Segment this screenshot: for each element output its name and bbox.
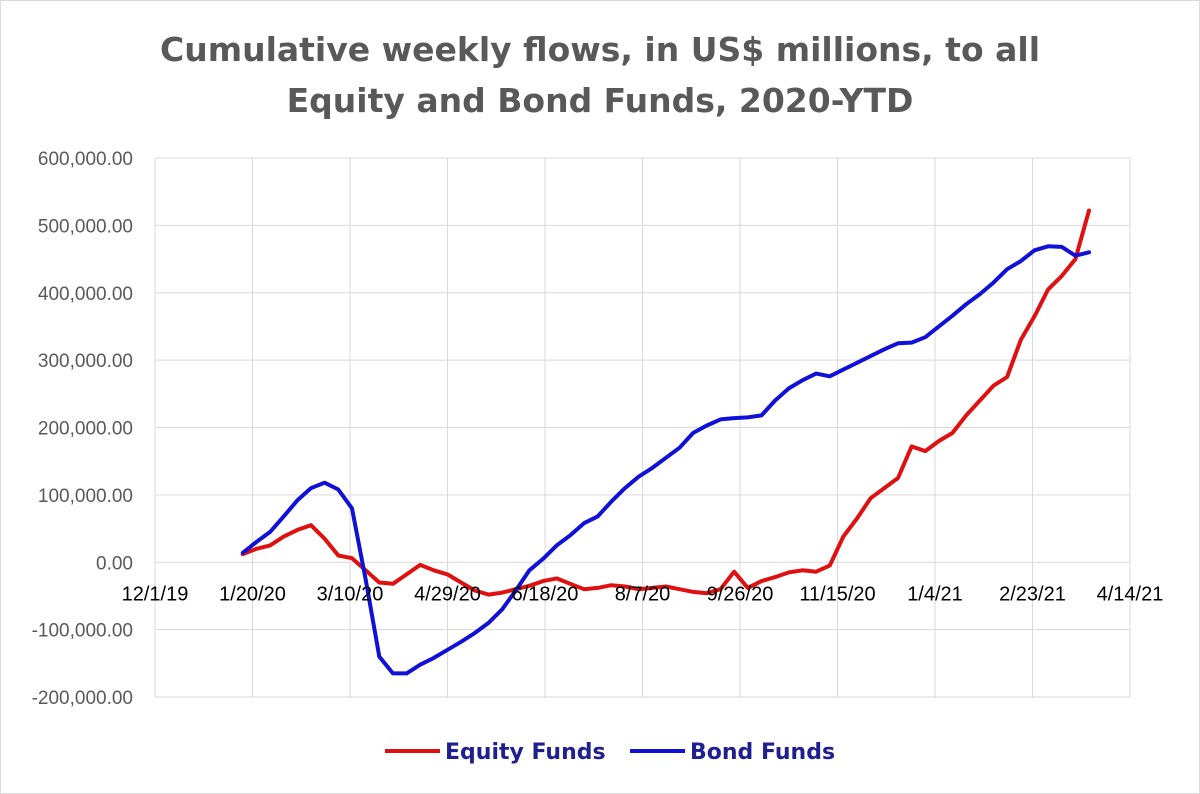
y-tick-label: 500,000.00 — [38, 216, 133, 237]
gridlines — [154, 157, 1131, 698]
y-axis-ticks: 600,000.00 500,000.00 400,000.00 300,000.00… — [32, 149, 133, 709]
x-tick-label: 2/23/21 — [999, 583, 1066, 605]
legend-label: Bond Funds — [690, 740, 835, 765]
series-lines — [240, 208, 1091, 676]
chart-title-line-2: Equity and Bond Funds, 2020-YTD — [286, 81, 914, 120]
x-tick-label: 12/1/19 — [122, 583, 189, 605]
x-tick-label: 1/20/20 — [219, 583, 286, 605]
x-tick-label: 11/15/20 — [799, 583, 875, 605]
bond-funds-line — [240, 244, 1091, 676]
x-tick-label: 8/7/20 — [615, 583, 671, 605]
x-tick-label: 6/18/20 — [512, 583, 579, 605]
x-tick-label: 1/4/21 — [907, 583, 963, 605]
y-tick-label: 200,000.00 — [38, 419, 133, 440]
y-tick-label: 400,000.00 — [38, 284, 133, 305]
legend: Equity Funds Bond Funds — [385, 740, 835, 765]
x-tick-label: 4/29/20 — [414, 583, 481, 605]
x-tick-label: 9/26/20 — [707, 583, 774, 605]
legend-label: Equity Funds — [445, 740, 606, 765]
y-tick-label: 300,000.00 — [38, 351, 133, 372]
y-tick-label: -100,000.00 — [32, 621, 133, 642]
y-tick-label: 600,000.00 — [38, 149, 133, 170]
y-tick-label: 0.00 — [96, 553, 133, 574]
chart-title-line-1: Cumulative weekly flows, in US$ millions… — [159, 30, 1041, 69]
y-tick-label: -200,000.00 — [32, 688, 133, 709]
equity-funds-line — [240, 208, 1091, 597]
x-axis-ticks: 12/1/19 1/20/20 3/10/20 4/29/20 6/18/20 8/7/2… — [122, 583, 1164, 605]
x-tick-label: 4/14/21 — [1097, 583, 1164, 605]
x-tick-label: 3/10/20 — [317, 583, 384, 605]
y-tick-label: 100,000.00 — [38, 486, 133, 507]
